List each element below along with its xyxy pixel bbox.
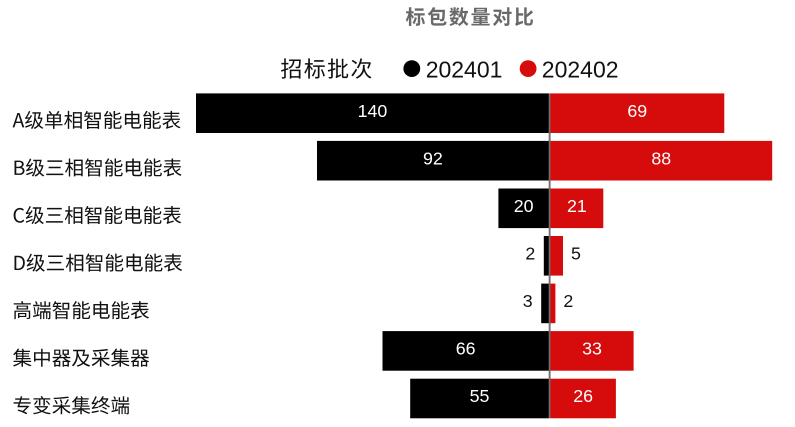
svg-text:202402: 202402 bbox=[542, 57, 619, 83]
svg-text:88: 88 bbox=[651, 148, 671, 168]
svg-text:5: 5 bbox=[571, 243, 581, 263]
svg-text:202401: 202401 bbox=[426, 57, 503, 83]
svg-text:69: 69 bbox=[627, 101, 647, 121]
svg-text:2: 2 bbox=[563, 291, 573, 311]
svg-text:3: 3 bbox=[523, 291, 533, 311]
svg-text:55: 55 bbox=[470, 386, 490, 406]
svg-text:92: 92 bbox=[423, 148, 443, 168]
svg-text:140: 140 bbox=[358, 101, 388, 121]
svg-text:33: 33 bbox=[582, 339, 602, 359]
svg-text:2: 2 bbox=[525, 243, 535, 263]
svg-text:21: 21 bbox=[567, 196, 587, 216]
svg-text:26: 26 bbox=[573, 386, 593, 406]
svg-text:66: 66 bbox=[456, 339, 476, 359]
svg-text:20: 20 bbox=[514, 196, 534, 216]
